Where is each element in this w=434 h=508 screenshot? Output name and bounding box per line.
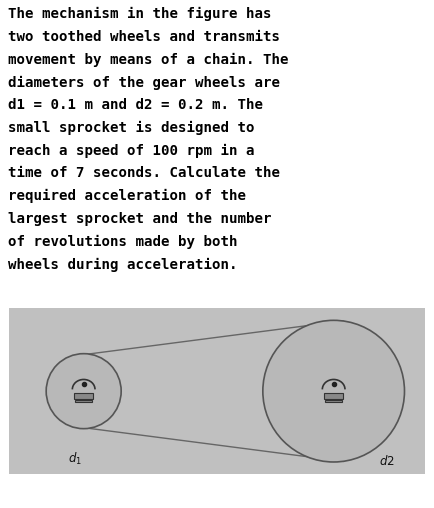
Text: diameters of the gear wheels are: diameters of the gear wheels are xyxy=(8,75,280,89)
Text: $d_1$: $d_1$ xyxy=(69,451,82,467)
Bar xyxy=(325,400,342,402)
Text: small sprocket is designed to: small sprocket is designed to xyxy=(8,121,254,135)
Text: reach a speed of 100 rpm in a: reach a speed of 100 rpm in a xyxy=(8,144,254,158)
Text: two toothed wheels and transmits: two toothed wheels and transmits xyxy=(8,30,280,44)
Text: required acceleration of the: required acceleration of the xyxy=(8,189,246,203)
Bar xyxy=(324,393,343,399)
Bar xyxy=(75,400,92,402)
Text: time of 7 seconds. Calculate the: time of 7 seconds. Calculate the xyxy=(8,167,280,180)
Text: wheels during acceleration.: wheels during acceleration. xyxy=(8,258,237,272)
Text: movement by means of a chain. The: movement by means of a chain. The xyxy=(8,53,288,67)
Text: d1 = 0.1 m and d2 = 0.2 m. The: d1 = 0.1 m and d2 = 0.2 m. The xyxy=(8,98,263,112)
Circle shape xyxy=(46,354,121,429)
Bar xyxy=(74,393,93,399)
Circle shape xyxy=(263,321,404,462)
Text: $d2$: $d2$ xyxy=(379,454,395,468)
Text: largest sprocket and the number: largest sprocket and the number xyxy=(8,212,271,226)
Text: The mechanism in the figure has: The mechanism in the figure has xyxy=(8,7,271,21)
Text: of revolutions made by both: of revolutions made by both xyxy=(8,235,237,249)
